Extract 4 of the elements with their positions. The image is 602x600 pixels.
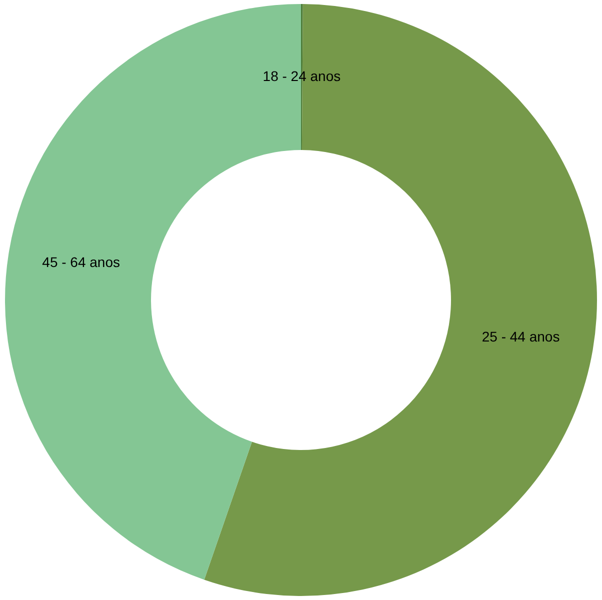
- donut-slice: [204, 4, 597, 596]
- slice-label: 25 - 44 anos: [482, 328, 560, 345]
- slice-label: 45 - 64 anos: [42, 254, 120, 270]
- slice-label: 18 - 24 anos: [262, 68, 341, 84]
